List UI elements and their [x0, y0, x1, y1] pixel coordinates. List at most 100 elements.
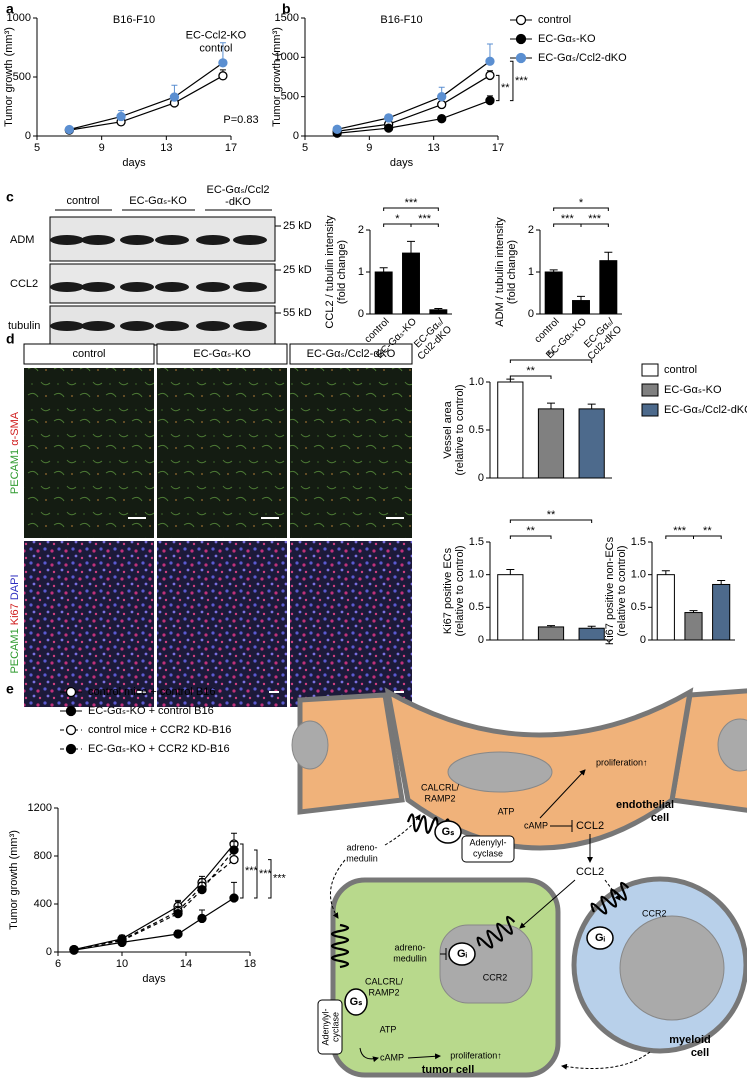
x-axis-label: days — [142, 973, 166, 985]
error-bar — [506, 568, 515, 575]
data-point — [383, 123, 394, 133]
diagram-label: RAMP2 — [424, 793, 455, 803]
x-tick-label: 5 — [302, 142, 308, 154]
diagram-label: CCL2 — [576, 866, 604, 878]
series-label: EC-Ccl2-KO — [186, 30, 247, 42]
error-bar — [577, 295, 585, 301]
y-tick-label: 0 — [358, 308, 364, 320]
error-bar — [547, 402, 555, 409]
micrograph — [24, 541, 154, 707]
diagram-label: cell — [651, 812, 669, 824]
error-bar — [587, 625, 596, 629]
error-bar — [717, 580, 726, 585]
size-marker: 25 kD — [283, 264, 312, 276]
x-tick-label: 9 — [366, 142, 372, 154]
inhibition — [440, 948, 447, 960]
column-header-box — [289, 343, 413, 365]
nucleus — [291, 720, 329, 770]
data-point — [437, 114, 447, 124]
sig-label: *** — [561, 213, 575, 225]
sig-label: *** — [418, 213, 432, 225]
blot-band — [233, 321, 267, 331]
blot-band — [196, 235, 230, 245]
data-point — [485, 95, 495, 106]
data-point — [218, 71, 228, 81]
data-point — [116, 111, 126, 122]
data-point — [218, 58, 228, 68]
error-bar — [549, 269, 558, 272]
side-cell — [297, 692, 405, 815]
y-tick-label: 0 — [46, 946, 52, 958]
g-protein — [586, 926, 614, 950]
diagram-label: Gᵢ — [457, 948, 468, 960]
data-point — [229, 845, 239, 855]
y-axis-label: Tumor growth (mm³) — [271, 27, 283, 127]
data-point — [383, 113, 394, 123]
series-line — [69, 62, 224, 131]
blot-band — [120, 282, 154, 292]
micrograph — [157, 541, 287, 707]
diagram-label: proliferation↑ — [450, 1050, 502, 1060]
chart-title: B16-F10 — [113, 14, 155, 26]
y-tick-label: 1 — [358, 266, 364, 278]
x-axis-label: days — [390, 157, 414, 169]
y-tick-label: 0.5 — [469, 601, 484, 613]
y-tick-label: 0 — [293, 130, 299, 142]
data-point — [117, 935, 127, 946]
y-tick-label: 1000 — [275, 51, 299, 63]
blot-row-label: tubulin — [8, 320, 40, 332]
y-tick-label: 1.0 — [631, 569, 646, 581]
bar — [537, 626, 565, 641]
y-tick-label: 500 — [281, 91, 299, 103]
stain: DAPI — [9, 574, 21, 600]
error-bar — [379, 267, 388, 272]
arrow — [539, 769, 586, 819]
lane-label: control — [66, 195, 99, 207]
bar — [497, 574, 524, 641]
blot-band — [155, 235, 189, 245]
data-point — [197, 884, 207, 895]
inhibition — [550, 820, 573, 832]
y-axis-label: ADM / tubulin intensity — [494, 217, 506, 327]
data-point — [229, 893, 239, 903]
blot-band — [155, 282, 189, 292]
data-point — [332, 124, 342, 134]
y-axis-label: Vessel area — [442, 400, 454, 458]
y-tick-label: 1.0 — [469, 569, 484, 581]
g-protein — [448, 942, 476, 966]
y-tick-label: 1200 — [28, 802, 52, 814]
x-tick-label: 18 — [244, 958, 256, 970]
y-axis-label: (relative to control) — [454, 384, 466, 475]
y-axis-label: (relative to control) — [454, 545, 466, 636]
stain: PECAM1 — [9, 449, 21, 494]
y-axis-label: (relative to control) — [616, 545, 628, 636]
y-tick-label: 500 — [13, 71, 31, 83]
blot-band — [196, 282, 230, 292]
sig-bracket — [410, 223, 439, 227]
size-marker: 25 kD — [283, 220, 312, 232]
blot-band — [120, 235, 154, 245]
sig-label: *** — [515, 75, 529, 87]
series-line — [337, 60, 491, 130]
bar — [374, 271, 393, 315]
error-bar — [604, 251, 613, 261]
blot-band — [81, 235, 115, 245]
enzyme-box — [317, 999, 343, 1055]
error-bar — [661, 570, 670, 575]
blot-row-label: ADM — [10, 234, 34, 246]
panel-letter: d — [6, 331, 15, 347]
blot-row-label: CCL2 — [10, 278, 38, 290]
y-tick-label: 1.5 — [469, 536, 484, 548]
x-tick-label: 5 — [34, 142, 40, 154]
y-tick-label: 1.0 — [469, 376, 484, 388]
arrow — [604, 879, 621, 901]
diagram-label: cell — [691, 1047, 709, 1059]
legend-marker — [65, 724, 77, 736]
y-tick-label: 2 — [528, 224, 534, 236]
x-tick-label: 6 — [55, 958, 61, 970]
diagram-label: myeloid — [669, 1034, 711, 1046]
sig-label: *** — [273, 873, 287, 885]
micrographs: control EC-Gαₛ-KO EC-Gαₛ/Ccl2-dKO PECAM1… — [9, 343, 413, 707]
annotation: P=0.83 — [223, 114, 258, 126]
